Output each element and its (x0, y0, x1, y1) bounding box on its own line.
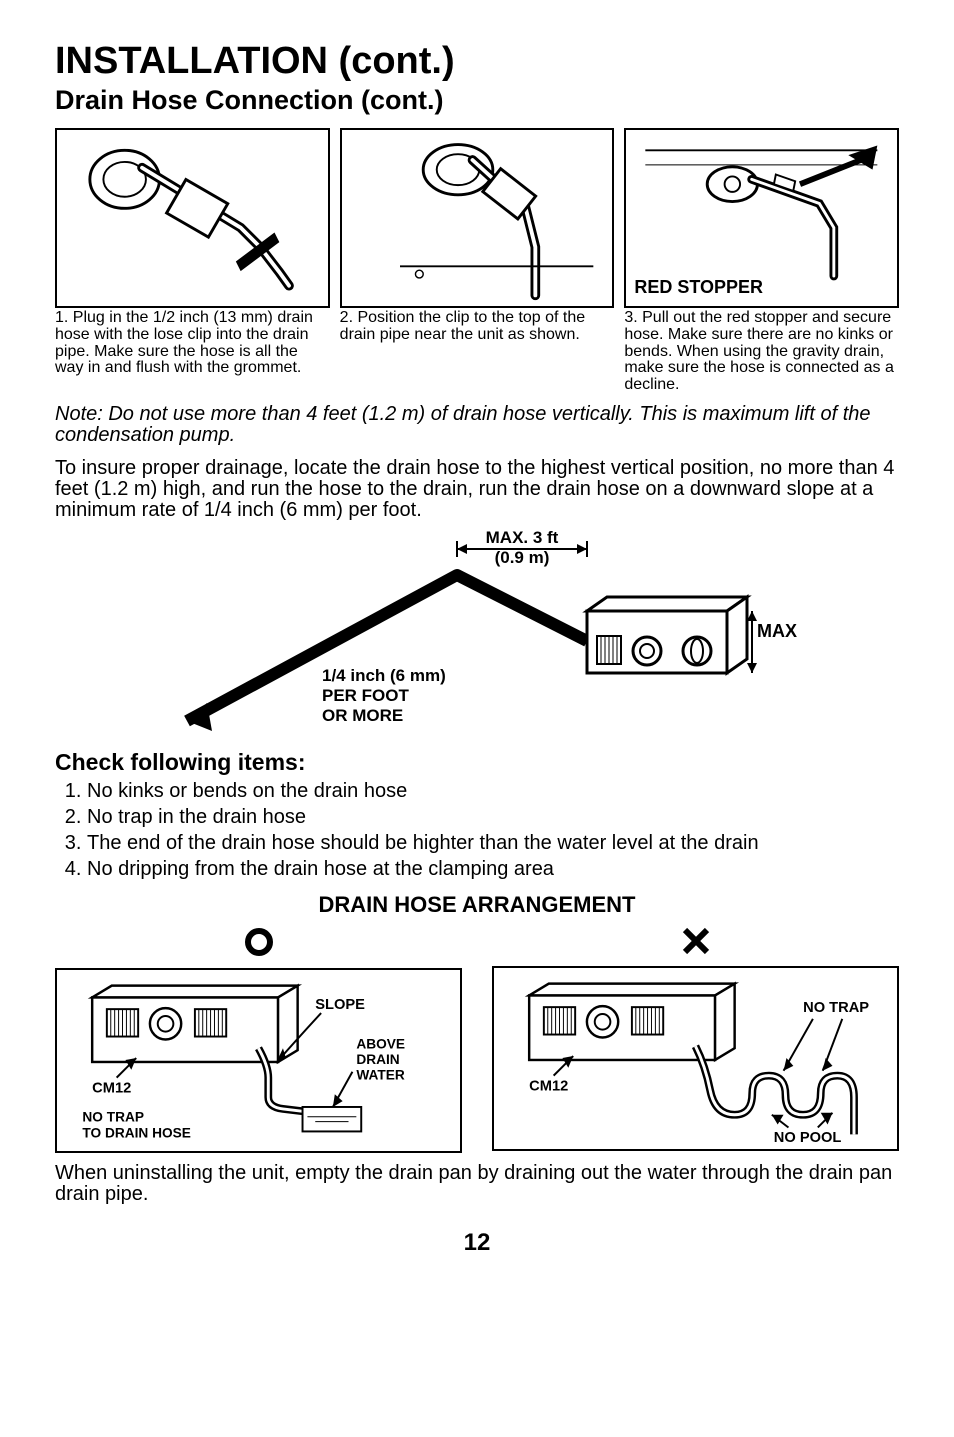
red-stopper-label: RED STOPPER (634, 277, 763, 298)
svg-text:CM12: CM12 (92, 1080, 131, 1096)
max-4ft-label: MAX. 4 ft (1.2 m) (757, 621, 797, 641)
final-paragraph: When uninstalling the unit, empty the dr… (55, 1163, 899, 1205)
good-mark-icon (55, 926, 462, 964)
check-item-2: No trap in the drain hose (87, 804, 899, 830)
page-title: INSTALLATION (cont.) (55, 40, 899, 83)
max-3ft-label: MAX. 3 ft (486, 531, 559, 547)
slope-diagram: MAX. 3 ft (0.9 m) MAX. 4 ft (1.2 m) (55, 531, 899, 741)
check-heading: Check following items: (55, 749, 899, 776)
svg-text:NO TRAP: NO TRAP (82, 1110, 144, 1125)
clip-position-illustration (342, 130, 613, 306)
svg-text:WATER: WATER (356, 1068, 405, 1083)
step-col-1: 1. Plug in the 1/2 inch (13 mm) drain ho… (55, 128, 330, 394)
bad-figure: CM12 NO TRAP NO POOL (492, 966, 899, 1151)
svg-text:SLOPE: SLOPE (315, 997, 365, 1013)
step-figure-row: 1. Plug in the 1/2 inch (13 mm) drain ho… (55, 128, 899, 394)
arrangement-row: SLOPE ABOVE DRAIN WATER CM12 NO TRAP TO … (55, 926, 899, 1153)
step-figure-1 (55, 128, 330, 308)
svg-text:PER FOOT: PER FOOT (322, 686, 410, 705)
svg-text:TO DRAIN HOSE: TO DRAIN HOSE (82, 1125, 191, 1140)
svg-text:NO TRAP: NO TRAP (803, 1000, 869, 1016)
step-text-3: Pull out the red stopper and secure hose… (624, 309, 894, 393)
step-figure-2 (340, 128, 615, 308)
slope-diagram-svg: MAX. 3 ft (0.9 m) MAX. 4 ft (1.2 m) (157, 531, 797, 741)
step-caption-1: 1. Plug in the 1/2 inch (13 mm) drain ho… (55, 310, 330, 377)
svg-text:NO POOL: NO POOL (774, 1130, 842, 1146)
check-item-3: The end of the drain hose should be high… (87, 830, 899, 856)
svg-text:(0.9 m): (0.9 m) (495, 548, 550, 567)
good-figure: SLOPE ABOVE DRAIN WATER CM12 NO TRAP TO … (55, 968, 462, 1153)
step-num-3: 3. (624, 309, 637, 326)
step-caption-3: 3. Pull out the red stopper and secure h… (624, 310, 899, 394)
bad-arrangement: CM12 NO TRAP NO POOL (492, 926, 899, 1151)
bad-arrangement-svg: CM12 NO TRAP NO POOL (494, 968, 897, 1149)
check-item-1: No kinks or bends on the drain hose (87, 778, 899, 804)
svg-text:1/4 inch (6 mm): 1/4 inch (6 mm) (322, 666, 446, 685)
page-number: 12 (55, 1229, 899, 1257)
drainage-paragraph: To insure proper drainage, locate the dr… (55, 458, 899, 521)
page: INSTALLATION (cont.) Drain Hose Connecti… (0, 0, 954, 1297)
step-col-2: 2. Position the clip to the top of the d… (340, 128, 615, 394)
svg-text:ABOVE: ABOVE (356, 1036, 405, 1051)
bad-mark-icon (492, 926, 899, 962)
svg-text:CM12: CM12 (529, 1078, 568, 1094)
arrangement-title: DRAIN HOSE ARRANGEMENT (55, 892, 899, 918)
svg-text:OR MORE: OR MORE (322, 706, 403, 725)
check-item-4: No dripping from the drain hose at the c… (87, 856, 899, 882)
hose-plug-illustration (57, 130, 328, 306)
note-paragraph: Note: Do not use more than 4 feet (1.2 m… (55, 404, 899, 446)
step-text-2: Position the clip to the top of the drai… (340, 309, 586, 343)
step-caption-2: 2. Position the clip to the top of the d… (340, 310, 615, 344)
svg-text:DRAIN: DRAIN (356, 1052, 399, 1067)
step-text-1: Plug in the 1/2 inch (13 mm) drain hose … (55, 309, 313, 376)
step-num-2: 2. (340, 309, 353, 326)
step-num-1: 1. (55, 309, 68, 326)
step-figure-3: RED STOPPER (624, 128, 899, 308)
good-arrangement-svg: SLOPE ABOVE DRAIN WATER CM12 NO TRAP TO … (57, 970, 460, 1151)
check-list: No kinks or bends on the drain hose No t… (55, 778, 899, 882)
good-arrangement: SLOPE ABOVE DRAIN WATER CM12 NO TRAP TO … (55, 926, 462, 1153)
step-col-3: RED STOPPER 3. Pull out the red stopper … (624, 128, 899, 394)
page-subtitle: Drain Hose Connection (cont.) (55, 85, 899, 116)
